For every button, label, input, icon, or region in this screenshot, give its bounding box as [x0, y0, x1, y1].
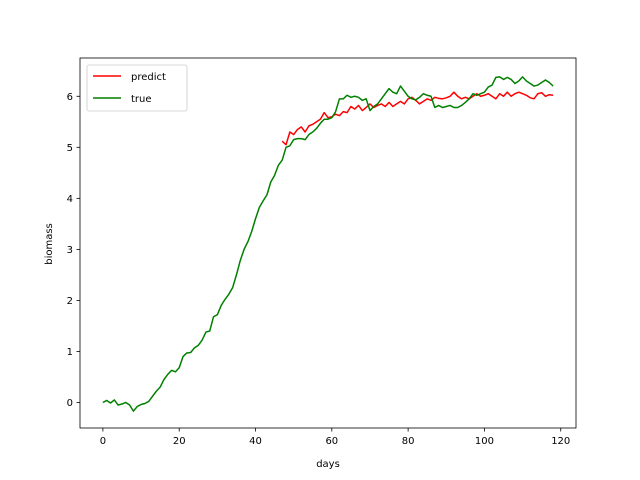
- x-tick-label: 80: [402, 436, 415, 447]
- x-tick-label: 0: [100, 436, 106, 447]
- x-axis-label: days: [316, 459, 340, 470]
- legend-label-true: true: [131, 94, 152, 105]
- y-tick-label: 2: [67, 296, 73, 307]
- y-tick-label: 5: [67, 143, 73, 154]
- y-tick-label: 1: [67, 347, 73, 358]
- legend-label-predict: predict: [131, 72, 166, 83]
- series-line-predict: [281, 91, 554, 146]
- series-line-true: [102, 76, 554, 412]
- y-axis-label: biomass: [44, 223, 55, 265]
- plot-area: [102, 76, 554, 412]
- y-tick-label: 0: [67, 398, 73, 409]
- x-tick-label: 100: [475, 436, 494, 447]
- y-tick-label: 4: [67, 194, 73, 205]
- x-tick-label: 120: [551, 436, 570, 447]
- legend: predict true: [86, 64, 188, 112]
- x-tick-label: 60: [325, 436, 338, 447]
- axes-frame: [79, 57, 577, 429]
- x-tick-label: 20: [173, 436, 186, 447]
- y-tick-label: 3: [67, 245, 73, 256]
- x-tick-label: 40: [249, 436, 262, 447]
- axes: 0 20 40 60 80 100 120 0 1 2 3 4 5 6: [67, 57, 577, 447]
- y-tick-label: 6: [67, 92, 73, 103]
